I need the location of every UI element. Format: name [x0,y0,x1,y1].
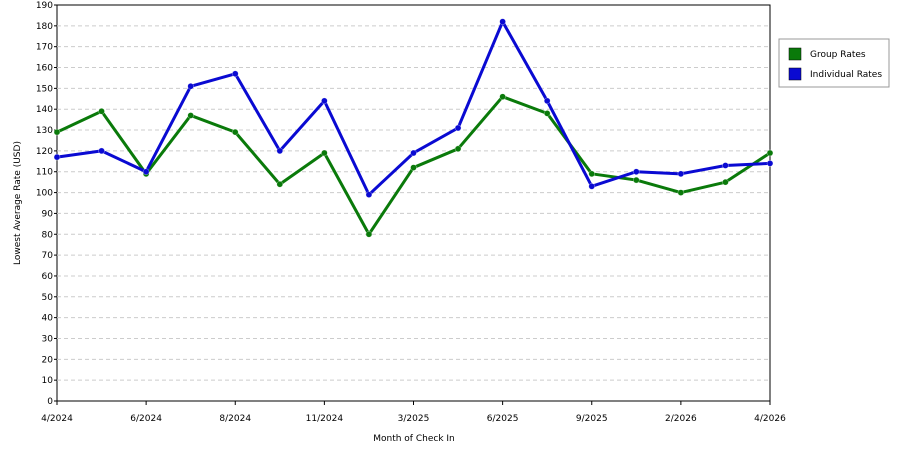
point [722,178,729,186]
legend-label: Group Rates [810,50,866,60]
x-tick-label: 11/2024 [306,414,344,424]
y-tick-label: 140 [36,105,53,115]
point [98,108,105,115]
y-tick-label: 30 [42,334,54,344]
point [766,149,774,157]
y-tick-label: 110 [36,168,53,178]
legend-swatch [788,67,802,81]
point [454,124,462,132]
x-tick-label: 9/2025 [576,414,608,424]
y-tick-label: 10 [42,376,54,386]
point [142,168,150,175]
y-tick-label: 180 [36,22,53,32]
point [454,145,462,153]
y-tick-label: 80 [42,230,54,240]
y-tick-label: 20 [42,355,54,365]
y-axis-label: Lowest Average Rate (USD) [13,141,23,265]
point [187,112,194,119]
point [543,110,551,117]
point [766,160,774,167]
y-tick-label: 70 [42,251,54,261]
point [276,180,284,188]
x-tick-label: 6/2024 [130,414,162,424]
y-tick-label: 170 [36,43,53,53]
legend-label: Individual Rates [810,70,882,80]
y-tick-label: 130 [36,126,53,136]
plot-area [56,4,771,402]
point [365,191,373,198]
point [232,70,239,78]
y-tick-label: 90 [42,209,54,219]
x-tick-label: 4/2024 [41,414,73,424]
point [543,97,551,105]
point [410,164,417,171]
point [276,147,284,155]
x-tick-label: 4/2026 [754,414,786,424]
point [187,83,194,90]
legend-swatch [788,47,802,61]
point [321,97,328,105]
point [499,18,506,25]
point [53,128,61,136]
y-tick-label: 100 [36,189,53,199]
y-tick-label: 60 [42,272,54,282]
point [588,170,595,178]
point [588,183,595,190]
x-axis-label: Month of Check In [373,434,455,444]
x-tick-label: 8/2024 [219,414,251,424]
y-tick-label: 40 [42,314,54,324]
y-tick-label: 50 [42,293,54,303]
x-tick-label: 3/2025 [398,414,430,424]
point [321,149,328,157]
point [232,128,239,136]
y-tick-label: 150 [36,84,53,94]
y-tick-label: 190 [36,1,53,11]
point [677,170,685,178]
y-tick-label: 0 [47,397,53,407]
y-tick-label: 160 [36,64,53,74]
point [633,168,640,175]
point [633,176,640,184]
point [365,231,373,238]
point [410,149,417,157]
point [722,162,729,169]
point [53,153,61,161]
x-tick-label: 6/2025 [487,414,519,424]
x-tick-label: 2/2026 [665,414,697,424]
y-tick-label: 120 [36,147,53,157]
point [499,93,506,100]
point [677,189,685,196]
point [98,147,105,155]
